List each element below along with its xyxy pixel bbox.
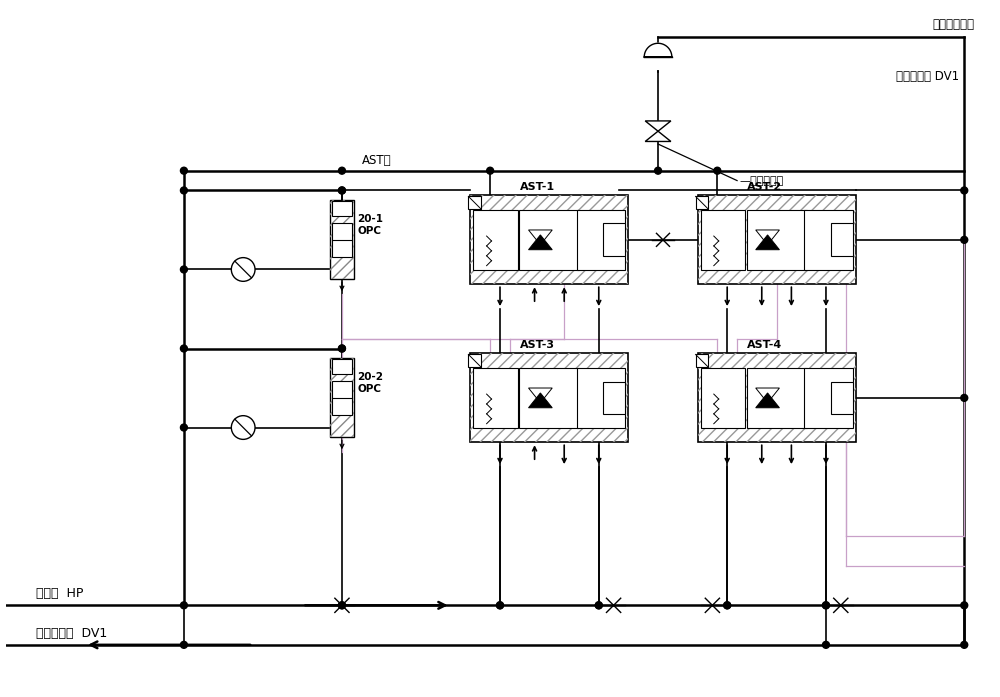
Circle shape bbox=[338, 602, 345, 608]
Circle shape bbox=[180, 167, 187, 174]
Circle shape bbox=[231, 258, 255, 282]
Circle shape bbox=[595, 602, 602, 608]
Bar bbox=[577, 210, 625, 270]
Text: 透平油安全油: 透平油安全油 bbox=[932, 17, 974, 31]
Bar bbox=[603, 381, 625, 414]
Circle shape bbox=[180, 266, 187, 273]
Circle shape bbox=[487, 167, 494, 174]
Bar bbox=[519, 210, 579, 270]
Text: 无压力回油 DV1: 无压力回油 DV1 bbox=[896, 70, 959, 84]
Circle shape bbox=[231, 415, 255, 439]
Polygon shape bbox=[529, 230, 552, 245]
Bar bbox=[577, 368, 625, 428]
Bar bbox=[804, 368, 853, 428]
Text: AST-2: AST-2 bbox=[747, 183, 782, 192]
Text: 20-1
OPC: 20-1 OPC bbox=[357, 214, 383, 236]
Bar bbox=[468, 197, 481, 209]
Circle shape bbox=[961, 236, 968, 243]
Bar bbox=[470, 353, 628, 443]
Bar bbox=[332, 201, 352, 216]
Circle shape bbox=[180, 602, 187, 608]
Text: —隔膜阀组件: —隔膜阀组件 bbox=[739, 176, 783, 185]
Polygon shape bbox=[529, 235, 552, 250]
Circle shape bbox=[180, 187, 187, 194]
Circle shape bbox=[655, 167, 662, 174]
Circle shape bbox=[823, 602, 829, 608]
Bar bbox=[330, 358, 354, 438]
Bar bbox=[696, 197, 708, 209]
Polygon shape bbox=[529, 388, 552, 403]
Circle shape bbox=[338, 187, 345, 194]
Circle shape bbox=[338, 345, 345, 352]
Circle shape bbox=[180, 424, 187, 431]
Circle shape bbox=[595, 602, 602, 608]
Circle shape bbox=[961, 602, 968, 608]
Bar bbox=[698, 353, 856, 443]
Bar bbox=[332, 381, 352, 415]
Bar bbox=[698, 195, 856, 284]
Circle shape bbox=[338, 602, 345, 608]
Bar bbox=[747, 368, 807, 428]
Polygon shape bbox=[645, 131, 671, 141]
Polygon shape bbox=[644, 43, 672, 57]
Polygon shape bbox=[756, 388, 779, 403]
Bar bbox=[804, 210, 853, 270]
Circle shape bbox=[497, 602, 503, 608]
Bar bbox=[470, 195, 628, 284]
Circle shape bbox=[961, 395, 968, 401]
Circle shape bbox=[714, 167, 721, 174]
Polygon shape bbox=[756, 230, 779, 245]
Circle shape bbox=[338, 345, 345, 352]
Bar bbox=[603, 224, 625, 256]
Polygon shape bbox=[756, 393, 779, 408]
Bar bbox=[473, 368, 518, 428]
Bar bbox=[698, 353, 856, 443]
Circle shape bbox=[823, 602, 829, 608]
Bar bbox=[470, 353, 628, 443]
Bar bbox=[330, 200, 354, 279]
Text: AST-1: AST-1 bbox=[520, 183, 555, 192]
Circle shape bbox=[961, 641, 968, 648]
Bar bbox=[519, 368, 579, 428]
Text: AST油: AST油 bbox=[362, 154, 391, 167]
Text: 高压油  HP: 高压油 HP bbox=[36, 588, 83, 600]
Circle shape bbox=[724, 602, 731, 608]
Circle shape bbox=[823, 641, 829, 648]
Bar bbox=[701, 368, 745, 428]
Text: AST-3: AST-3 bbox=[520, 340, 555, 351]
Bar bbox=[330, 200, 354, 279]
Bar bbox=[332, 360, 352, 374]
Bar bbox=[831, 224, 853, 256]
Bar bbox=[470, 195, 628, 284]
Text: 20-2
OPC: 20-2 OPC bbox=[357, 372, 383, 394]
Bar bbox=[332, 222, 352, 257]
Bar bbox=[473, 210, 518, 270]
Circle shape bbox=[724, 602, 731, 608]
Circle shape bbox=[497, 602, 503, 608]
Circle shape bbox=[338, 167, 345, 174]
Bar bbox=[747, 210, 807, 270]
Bar bbox=[701, 210, 745, 270]
Bar bbox=[330, 358, 354, 438]
Polygon shape bbox=[529, 393, 552, 408]
Text: 无压力回油  DV1: 无压力回油 DV1 bbox=[36, 627, 107, 640]
Circle shape bbox=[180, 345, 187, 352]
Circle shape bbox=[338, 187, 345, 194]
Polygon shape bbox=[645, 121, 671, 131]
Text: AST-4: AST-4 bbox=[747, 340, 782, 351]
Circle shape bbox=[961, 187, 968, 194]
Bar bbox=[696, 355, 708, 367]
Bar bbox=[468, 355, 481, 367]
Circle shape bbox=[180, 641, 187, 648]
Bar bbox=[698, 195, 856, 284]
Polygon shape bbox=[756, 235, 779, 250]
Bar bbox=[831, 381, 853, 414]
